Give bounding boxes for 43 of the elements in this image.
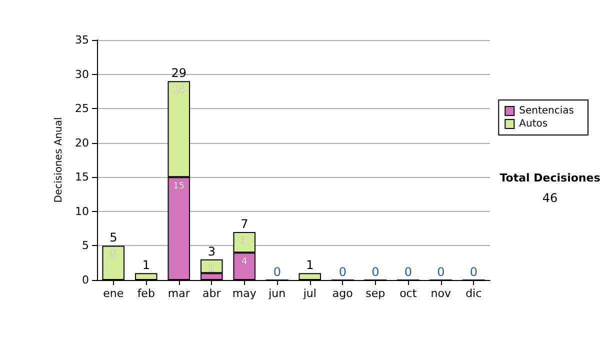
total-label: 3 [208, 244, 216, 258]
text: 46 [542, 191, 558, 205]
x-tick-label: dic [466, 287, 482, 300]
data-label: 2 [208, 264, 214, 274]
legend-label: Autos [519, 118, 548, 130]
text: Total Decisiones [500, 172, 600, 184]
y-tick-label: 5 [82, 239, 89, 252]
y-tick-label: 20 [75, 136, 89, 150]
y-tick-label: 25 [75, 102, 89, 116]
x-tick-label: oct [400, 287, 418, 300]
y-axis-title: Decisiones Anual [54, 117, 65, 203]
y-tick-label: 35 [75, 34, 89, 46]
data-label: 3 [242, 236, 248, 246]
data-label: 15 [173, 182, 185, 192]
total-label: 29 [171, 66, 187, 80]
data-label: 4 [242, 257, 248, 268]
total-label: 5 [110, 230, 118, 245]
total-label: 0 [470, 265, 478, 279]
data-label: 14 [173, 86, 185, 96]
y-tick-label: 0 [82, 274, 89, 286]
legend-label: Sentencias [519, 106, 574, 116]
total-label: 1 [142, 258, 150, 272]
x-tick-label: nov [430, 287, 452, 300]
total-label: 0 [372, 265, 380, 279]
total-label: 0 [273, 265, 281, 279]
x-tick-label: may [232, 287, 257, 300]
x-tick-label: jun [268, 287, 286, 300]
total-label: 0 [338, 265, 346, 279]
x-tick-label: sep [366, 287, 386, 300]
y-tick-label: 30 [75, 68, 89, 81]
total-label: 7 [240, 217, 248, 231]
x-tick-label: feb [137, 287, 155, 300]
x-tick-label: abr [202, 287, 222, 300]
total-label: 1 [306, 258, 314, 272]
y-tick-label: 15 [75, 170, 89, 184]
total-label: 0 [437, 265, 445, 279]
y-tick-label: 10 [75, 204, 89, 218]
data-label: 5 [110, 250, 116, 260]
x-tick-label: ene [103, 287, 124, 300]
x-tick-label: jul [302, 287, 316, 300]
total-label: 0 [404, 265, 412, 279]
x-tick-label: ago [332, 287, 354, 300]
x-tick-label: mar [168, 287, 190, 300]
